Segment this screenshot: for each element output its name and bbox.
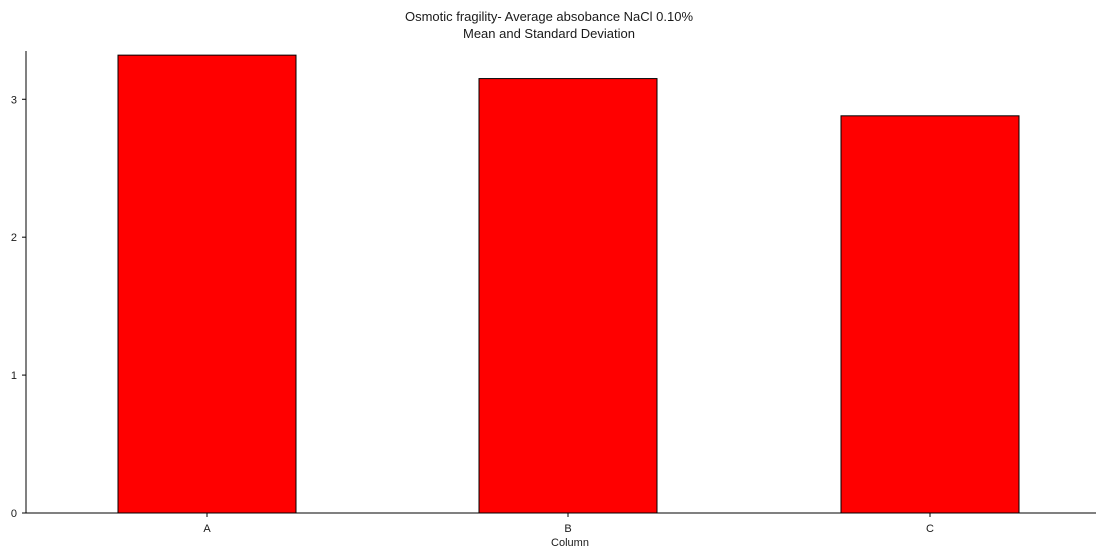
x-tick-label-c: C [926, 523, 934, 535]
bar-b [478, 78, 658, 514]
y-tick-label: 0 [11, 508, 17, 520]
x-tick-label-a: A [203, 523, 211, 535]
x-tick-label-b: B [564, 523, 571, 535]
chart-title: Osmotic fragility- Average absobance NaC… [405, 9, 694, 24]
y-axis-ticks: 0 1 2 3 [11, 94, 26, 520]
x-axis-label: Column [551, 537, 589, 549]
bar-c [840, 115, 1020, 514]
chart-subtitle: Mean and Standard Deviation [463, 26, 635, 41]
bar-a [117, 54, 297, 514]
y-tick-label: 3 [11, 94, 17, 106]
x-axis-ticks: A B C [203, 513, 934, 535]
y-tick-label: 2 [11, 232, 17, 244]
bars-group [117, 54, 1020, 514]
y-tick-label: 1 [11, 370, 17, 382]
